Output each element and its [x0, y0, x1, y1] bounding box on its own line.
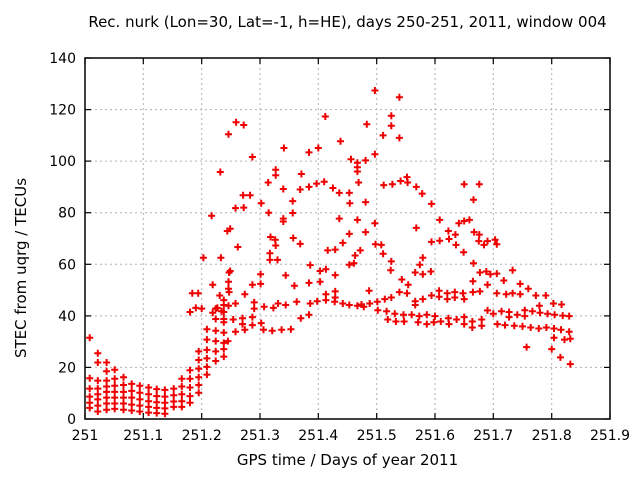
y-tick-label: 100: [49, 154, 76, 170]
grid-lines: [85, 58, 610, 419]
x-tick-label: 251.9: [590, 428, 630, 444]
y-tick-label: 40: [58, 309, 76, 325]
y-tick-label: 80: [58, 206, 76, 222]
y-tick-label: 140: [49, 51, 76, 67]
x-tick-label: 251.5: [357, 428, 397, 444]
y-tick-labels: 0 20 40 60 80 100 120 140: [49, 51, 76, 428]
x-tick-label: 251.6: [415, 428, 455, 444]
x-tick-label: 251.3: [240, 428, 280, 444]
x-tick-label: 251: [72, 428, 99, 444]
y-tick-label: 60: [58, 257, 76, 273]
x-tick-label: 251.1: [123, 428, 163, 444]
chart-title: Rec. nurk (Lon=30, Lat=-1, h=HE), days 2…: [88, 13, 607, 31]
x-tick-label: 251.7: [473, 428, 513, 444]
x-tick-label: 251.4: [298, 428, 338, 444]
x-axis-label: GPS time / Days of year 2011: [236, 451, 459, 469]
y-tick-label: 120: [49, 103, 76, 119]
scatter-points: [86, 87, 574, 418]
x-tick-label: 251.2: [182, 428, 222, 444]
tick-marks: [84, 57, 611, 420]
x-tick-label: 251.8: [532, 428, 572, 444]
y-tick-label: 0: [67, 412, 76, 428]
x-tick-labels: 251 251.1 251.2 251.3 251.4 251.5 251.6 251.7 25…: [72, 428, 630, 444]
y-tick-label: 20: [58, 360, 76, 376]
plot-border: [84, 57, 611, 420]
